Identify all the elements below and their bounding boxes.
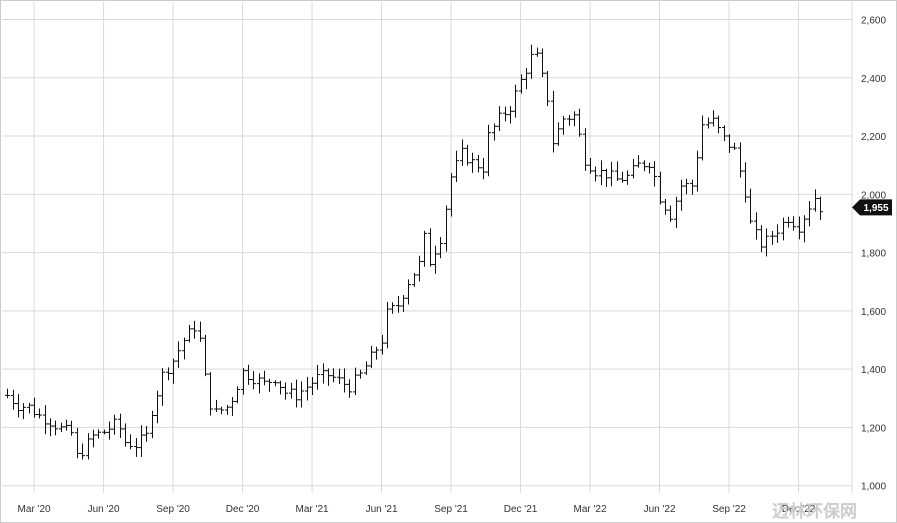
y-tick-label: 2,000 (861, 190, 886, 201)
x-axis-labels: Mar '20 Jun '20 Sep '20 Dec '20 Mar '21 Jun '… (18, 504, 816, 515)
y-axis-labels: 1,000 1,200 1,400 1,600 1,800 2,000 2,200 2,400… (861, 15, 886, 492)
x-tick-label: Sep '20 (156, 504, 190, 515)
x-tick-label: Jun '22 (644, 504, 676, 515)
x-tick-label: Mar '22 (574, 504, 607, 515)
watermark-text: 迈林环保网 (772, 501, 857, 522)
y-grid (2, 18, 852, 487)
y-tick-label: 2,400 (861, 74, 886, 85)
x-tick-label: Dec '22 (782, 504, 816, 515)
last-price-tag (852, 199, 892, 216)
last-price-label: 1,955 (863, 203, 888, 214)
y-tick-label: 1,600 (861, 307, 886, 318)
x-tick-label: Jun '21 (366, 504, 398, 515)
x-tick-label: Sep '22 (712, 504, 746, 515)
y-tick-label: 2,600 (861, 15, 886, 26)
y-tick-label: 1,200 (861, 423, 886, 434)
y-tick-label: 1,800 (861, 249, 886, 260)
x-tick-label: Mar '20 (18, 504, 51, 515)
y-tick-label: 2,200 (861, 132, 886, 143)
last-price-badge: 1,955 (852, 199, 892, 216)
x-tick-label: Jun '20 (88, 504, 120, 515)
x-tick-label: Sep '21 (434, 504, 468, 515)
y-tick-label: 1,000 (861, 482, 886, 493)
y-tick-label: 1,400 (861, 365, 886, 376)
x-tick-label: Dec '21 (504, 504, 538, 515)
x-grid (33, 2, 853, 493)
x-tick-label: Mar '21 (296, 504, 329, 515)
ohlc-bars (5, 44, 823, 460)
x-tick-label: Dec '20 (226, 504, 260, 515)
